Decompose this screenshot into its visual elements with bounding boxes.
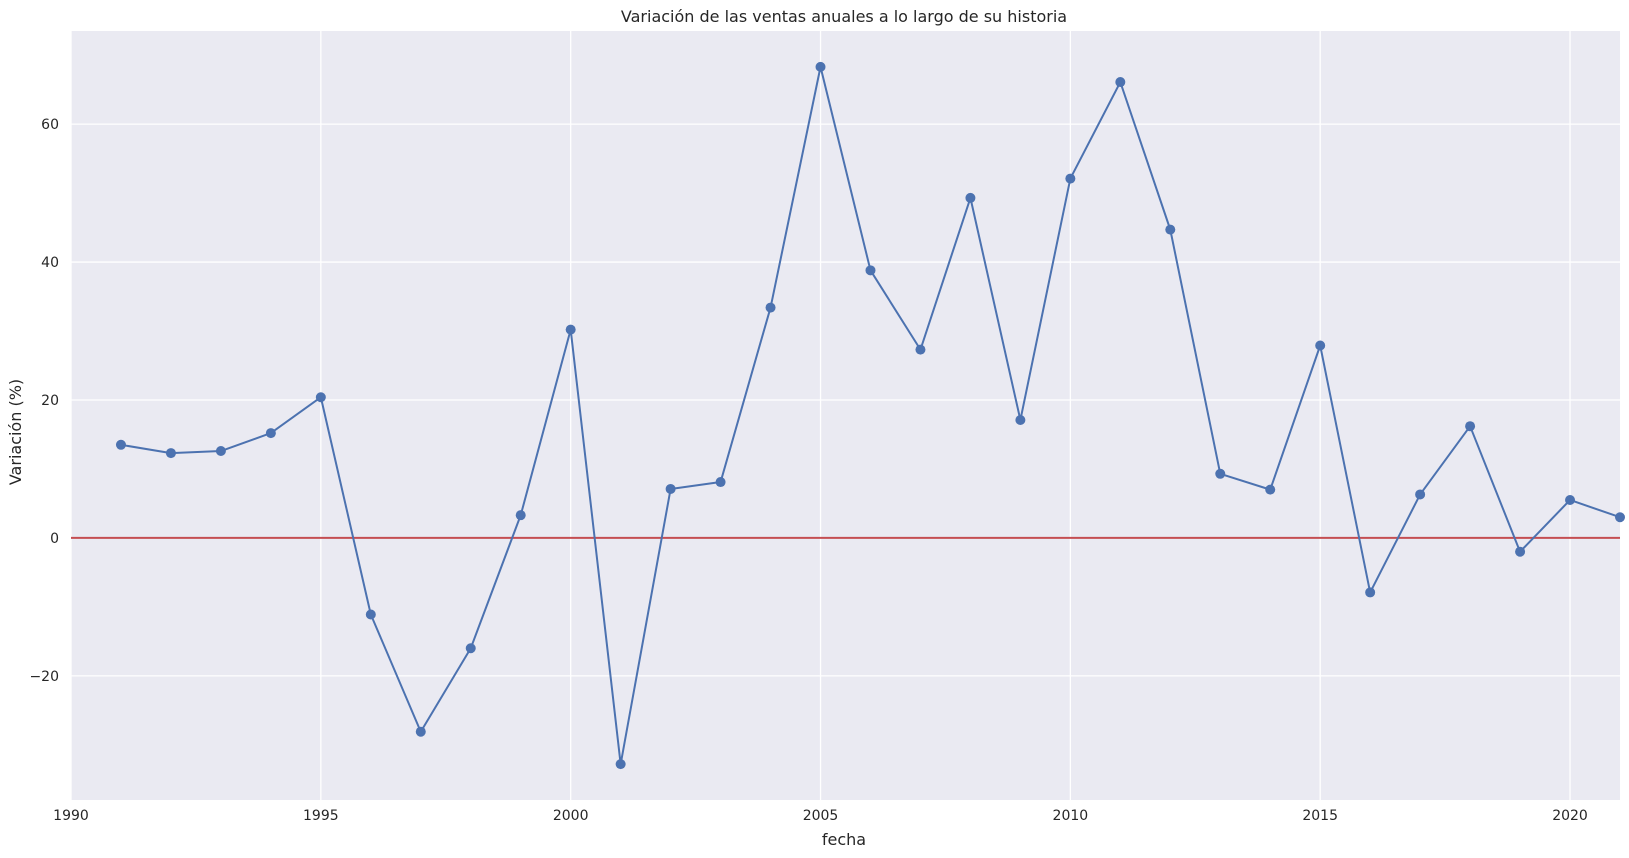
x-tick-label: 1990	[53, 808, 89, 824]
y-tick-label: 20	[41, 393, 59, 409]
data-point	[615, 759, 626, 770]
data-point	[765, 302, 776, 313]
data-point	[965, 192, 976, 203]
data-point	[1565, 494, 1576, 505]
data-point	[465, 643, 476, 654]
data-point	[665, 483, 676, 494]
data-series	[115, 61, 1625, 770]
data-point	[1115, 77, 1126, 88]
x-tick-label: 2000	[553, 808, 589, 824]
data-point	[415, 726, 426, 737]
data-point	[1615, 512, 1625, 523]
y-tick-label: 40	[41, 255, 59, 271]
data-point	[1165, 224, 1176, 235]
data-point	[1215, 468, 1226, 479]
data-point	[365, 609, 376, 620]
data-point	[1315, 340, 1326, 351]
x-tick-label: 2010	[1053, 808, 1089, 824]
data-point	[1515, 546, 1526, 557]
x-axis-ticks: 1990 1995 2000 2005 2010 2015 2020	[53, 808, 1588, 824]
data-point	[315, 392, 326, 403]
plot-area	[71, 31, 1620, 800]
data-point	[715, 477, 726, 488]
x-tick-label: 1995	[303, 808, 339, 824]
x-tick-label: 2015	[1302, 808, 1338, 824]
data-point	[515, 510, 526, 521]
data-point	[815, 61, 826, 72]
data-point	[1265, 484, 1276, 495]
y-tick-label: 0	[50, 531, 59, 547]
data-point	[1065, 173, 1076, 184]
x-tick-label: 2020	[1552, 808, 1588, 824]
data-point	[1015, 414, 1026, 425]
chart-title: Variación de las ventas anuales a lo lar…	[621, 7, 1067, 26]
data-point	[565, 324, 576, 335]
data-point	[915, 344, 926, 355]
data-point	[165, 448, 176, 459]
x-gridlines	[70, 31, 1571, 800]
data-point	[865, 265, 876, 276]
y-axis-ticks: −20 0 20 40 60	[29, 117, 59, 685]
x-tick-label: 2005	[803, 808, 839, 824]
data-point	[1465, 421, 1476, 432]
data-point	[265, 428, 276, 439]
data-point	[115, 439, 126, 450]
y-tick-label: 60	[41, 117, 59, 133]
y-axis-label: Variación (%)	[6, 379, 25, 485]
data-point	[1415, 489, 1426, 500]
x-axis-label: fecha	[822, 830, 866, 849]
data-point	[215, 446, 226, 457]
data-point	[1365, 587, 1376, 598]
y-tick-label: −20	[29, 669, 59, 685]
